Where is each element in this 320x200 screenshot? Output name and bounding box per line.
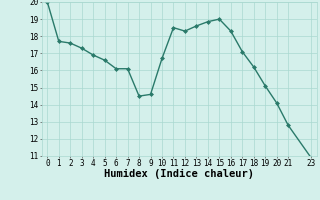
X-axis label: Humidex (Indice chaleur): Humidex (Indice chaleur) <box>104 169 254 179</box>
